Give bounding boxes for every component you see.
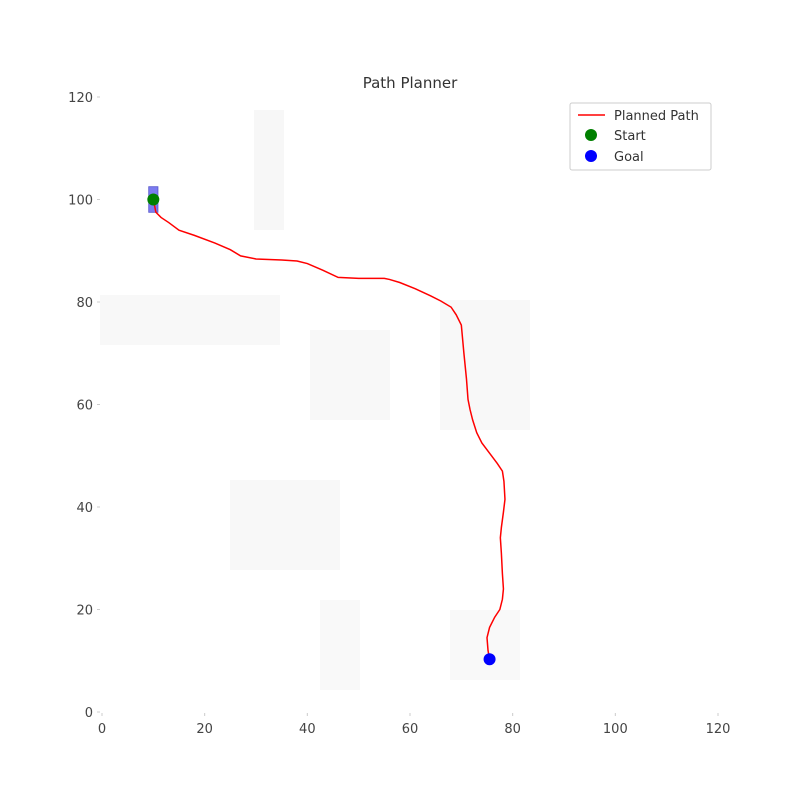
- legend-label-goal: Goal: [614, 150, 644, 165]
- obstacle: [320, 600, 360, 690]
- y-tick-label: 20: [76, 604, 93, 619]
- legend: Planned Path Start Goal: [569, 102, 712, 171]
- obstacle: [310, 330, 390, 420]
- obstacle: [440, 300, 530, 430]
- y-tick-label: 0: [85, 706, 93, 721]
- y-tick-label: 80: [76, 296, 93, 311]
- points-layer: [147, 193, 496, 666]
- x-tick-label: 80: [504, 722, 521, 737]
- x-tick-label: 60: [402, 722, 419, 737]
- y-tick-label: 40: [76, 501, 93, 516]
- y-tick-label: 120: [68, 91, 93, 106]
- chart-title: Path Planner: [363, 74, 458, 92]
- obstacle: [100, 295, 280, 345]
- legend-label-path: Planned Path: [614, 109, 699, 124]
- obstacle: [450, 610, 520, 680]
- start-point: [147, 193, 160, 206]
- y-axis: 0 20 40 60 80 100 120: [68, 91, 100, 721]
- y-tick-label: 100: [68, 194, 93, 209]
- legend-box: [569, 102, 712, 171]
- x-tick-label: 20: [196, 722, 213, 737]
- legend-label-start: Start: [614, 129, 646, 144]
- planned-path-line: [152, 199, 506, 660]
- y-tick-label: 60: [76, 399, 93, 414]
- x-tick-label: 40: [299, 722, 316, 737]
- obstacles-layer: [100, 110, 530, 690]
- legend-goal-swatch: [585, 150, 597, 162]
- x-tick-label: 120: [706, 722, 731, 737]
- legend-start-swatch: [585, 129, 597, 141]
- obstacle: [230, 480, 340, 570]
- obstacle: [254, 110, 284, 230]
- x-tick-label: 0: [98, 722, 106, 737]
- goal-point: [483, 653, 496, 666]
- x-axis: 0 20 40 60 80 100 120: [98, 713, 731, 737]
- x-tick-label: 100: [603, 722, 628, 737]
